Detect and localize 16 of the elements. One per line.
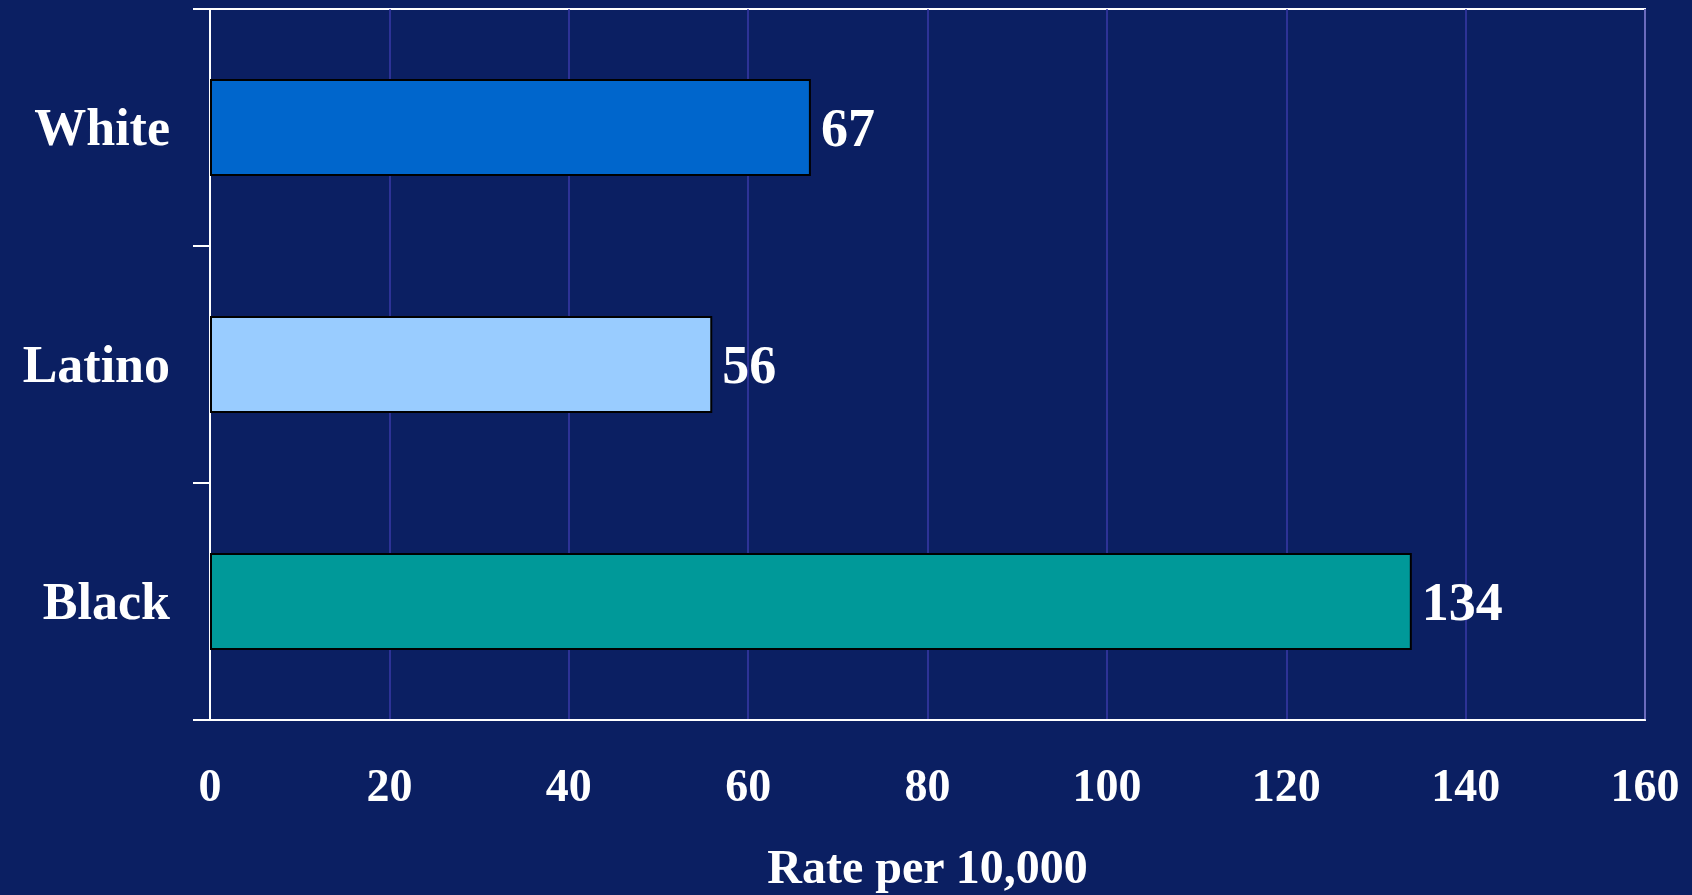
x-tick-label: 40 — [545, 759, 592, 811]
x-tick-label: 160 — [1610, 759, 1680, 811]
data-label: 67 — [820, 97, 875, 158]
x-tick-label: 0 — [198, 759, 222, 811]
x-axis-title: Rate per 10,000 — [767, 839, 1088, 893]
data-label: 56 — [722, 334, 777, 395]
x-tick-label: 120 — [1251, 759, 1321, 811]
y-tick-label: Black — [42, 573, 171, 630]
x-tick-label: 80 — [904, 759, 951, 811]
x-tick-label: 20 — [366, 759, 413, 811]
y-tick-label: Latino — [22, 336, 170, 393]
x-tick-label: 100 — [1072, 759, 1142, 811]
y-tick-label: White — [34, 99, 170, 156]
x-tick-label: 60 — [725, 759, 772, 811]
data-label: 134 — [1421, 571, 1503, 632]
x-tick-label: 140 — [1431, 759, 1501, 811]
